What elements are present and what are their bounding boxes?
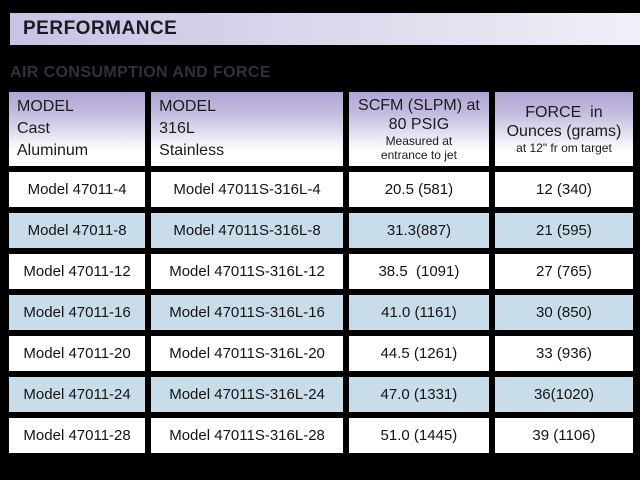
table-cell-model-stainless: Model 47011S-316L-8 xyxy=(151,213,343,248)
table-cell-model-stainless: Model 47011S-316L-28 xyxy=(151,418,343,453)
table-cell-model-stainless: Model 47011S-316L-24 xyxy=(151,377,343,412)
table-cell-force: 33 (936) xyxy=(494,336,633,371)
column-header-subtext: at 12" fr om target xyxy=(516,141,612,155)
air-consumption-table: MODEL Cast Aluminum MODEL 316L Stainless… xyxy=(5,88,637,457)
table-cell-force: 36(1020) xyxy=(494,377,633,412)
table-cell-model-cast-aluminum: Model 47011-20 xyxy=(9,336,146,371)
table-cell-model-cast-aluminum: Model 47011-8 xyxy=(9,213,146,248)
table-cell-model-cast-aluminum: Model 47011-24 xyxy=(9,377,146,412)
table-cell-model-cast-aluminum: Model 47011-4 xyxy=(9,172,146,207)
column-header-subtext: Measured at entrance to jet xyxy=(380,134,457,162)
table-cell-model-stainless: Model 47011S-316L-16 xyxy=(151,295,343,330)
performance-banner: PERFORMANCE xyxy=(10,13,640,45)
table-cell-scfm: 20.5 (581) xyxy=(348,172,489,207)
performance-banner-title: PERFORMANCE xyxy=(23,18,178,39)
column-header-text: MODEL Cast Aluminum xyxy=(17,98,89,159)
table-cell-scfm: 51.0 (1445) xyxy=(348,418,489,453)
table-cell-model-stainless: Model 47011S-316L-12 xyxy=(151,254,343,289)
column-header-model-cast-aluminum: MODEL Cast Aluminum xyxy=(9,92,146,166)
section-title: AIR CONSUMPTION AND FORCE xyxy=(10,64,271,81)
table-cell-scfm: 41.0 (1161) xyxy=(348,295,489,330)
table-cell-force: 12 (340) xyxy=(494,172,633,207)
table-cell-scfm: 47.0 (1331) xyxy=(348,377,489,412)
table-cell-force: 21 (595) xyxy=(494,213,633,248)
table-cell-model-stainless: Model 47011S-316L-4 xyxy=(151,172,343,207)
table-cell-scfm: 38.5 (1091) xyxy=(348,254,489,289)
column-header-force: FORCE in Ounces (grams) at 12" fr om tar… xyxy=(494,92,633,166)
column-header-text: SCFM (SLPM) at 80 PSIG xyxy=(358,97,480,133)
column-header-text: FORCE in Ounces (grams) xyxy=(506,104,622,140)
table-cell-model-cast-aluminum: Model 47011-16 xyxy=(9,295,146,330)
column-header-model-316l-stainless: MODEL 316L Stainless xyxy=(151,92,343,166)
table-cell-scfm: 31.3(887) xyxy=(348,213,489,248)
column-header-text: MODEL 316L Stainless xyxy=(159,98,225,159)
table-cell-model-cast-aluminum: Model 47011-12 xyxy=(9,254,146,289)
table-cell-force: 27 (765) xyxy=(494,254,633,289)
table-cell-force: 30 (850) xyxy=(494,295,633,330)
table-cell-force: 39 (1106) xyxy=(494,418,633,453)
column-header-scfm: SCFM (SLPM) at 80 PSIG Measured at entra… xyxy=(348,92,489,166)
table-cell-scfm: 44.5 (1261) xyxy=(348,336,489,371)
table-cell-model-stainless: Model 47011S-316L-20 xyxy=(151,336,343,371)
table-cell-model-cast-aluminum: Model 47011-28 xyxy=(9,418,146,453)
